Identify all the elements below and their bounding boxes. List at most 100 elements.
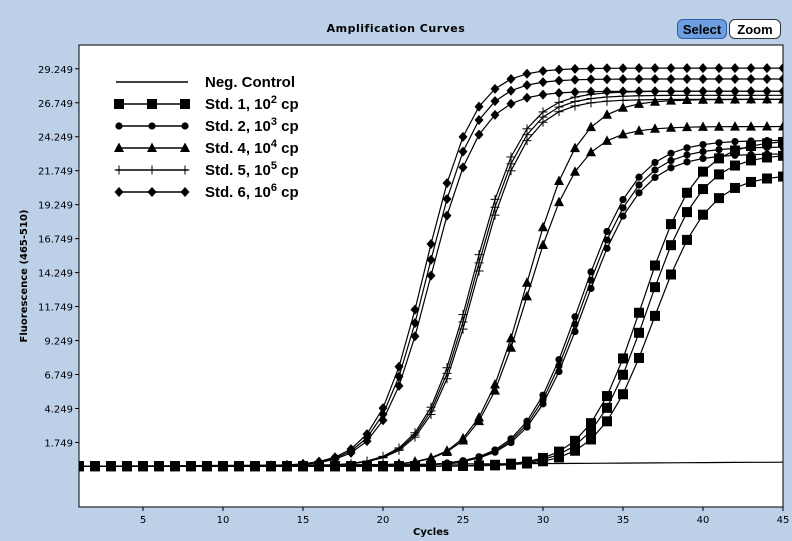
data-point: [650, 310, 660, 321]
data-point: [762, 86, 772, 97]
data-point: [635, 189, 643, 197]
data-point: [634, 352, 644, 363]
legend-label-main: Std. 6, 10: [205, 184, 271, 201]
data-point: [586, 63, 596, 74]
data-point: [539, 391, 547, 399]
x-tick-label: 40: [697, 515, 710, 526]
data-point: [459, 457, 467, 465]
data-point: [474, 129, 484, 140]
y-tick-label: 11.749: [38, 303, 73, 314]
legend-label-exponent: 6: [271, 182, 277, 194]
data-point: [522, 92, 532, 103]
legend-label-unit: cp: [277, 140, 299, 157]
data-point: [714, 63, 724, 74]
data-point: [506, 85, 516, 96]
data-point: [666, 86, 676, 97]
y-tick-label: 29.249: [38, 65, 73, 76]
data-point: [570, 63, 580, 74]
x-tick-label: 5: [140, 515, 146, 526]
data-point: [698, 73, 708, 84]
legend-label-unit: cp: [277, 184, 299, 201]
x-tick-label: 15: [297, 515, 310, 526]
data-point: [698, 121, 708, 131]
data-point: [234, 461, 244, 472]
zoom-button[interactable]: Zoom: [729, 19, 781, 39]
data-point: [730, 182, 740, 193]
data-point: [714, 193, 724, 204]
data-point: [442, 194, 452, 205]
data-point: [667, 164, 675, 172]
data-point: [570, 87, 580, 98]
data-point: [634, 74, 644, 85]
data-point: [571, 313, 579, 321]
data-point: [683, 158, 691, 166]
legend-label-main: Std. 4, 10: [205, 140, 271, 157]
data-point: [778, 171, 783, 182]
data-point: [506, 74, 516, 85]
data-point: [554, 64, 564, 75]
data-point: [666, 63, 676, 74]
data-point: [698, 86, 708, 97]
data-point: [634, 86, 644, 97]
data-point: [618, 353, 628, 364]
data-point: [538, 239, 548, 249]
data-point: [666, 219, 676, 230]
data-point: [394, 361, 404, 372]
data-point: [650, 123, 660, 133]
data-point: [762, 173, 772, 184]
data-point: [634, 327, 644, 338]
legend-marker: [181, 122, 189, 130]
data-point: [586, 425, 596, 436]
data-point: [378, 459, 388, 469]
legend-marker: [147, 142, 157, 152]
legend-label: Std. 2, 103 cp: [205, 116, 299, 135]
data-point: [698, 209, 708, 220]
data-point: [730, 160, 740, 171]
data-point: [763, 150, 771, 158]
data-point: [458, 162, 468, 173]
data-point: [522, 290, 532, 301]
data-point: [474, 101, 484, 112]
data-point: [330, 452, 340, 463]
data-point: [79, 461, 84, 472]
data-point: [426, 254, 436, 265]
data-point: [682, 187, 692, 198]
data-point: [90, 461, 100, 472]
data-point: [746, 86, 756, 97]
data-point: [650, 74, 660, 85]
data-point: [779, 143, 783, 151]
legend-label-main: Neg. Control: [205, 74, 295, 91]
y-tick-label: 4.249: [44, 404, 73, 415]
y-tick-label: 21.749: [38, 167, 73, 178]
data-point: [762, 63, 772, 74]
data-point: [650, 86, 660, 97]
y-tick-label: 26.749: [38, 99, 73, 110]
data-point: [650, 63, 660, 74]
data-point: [474, 460, 484, 471]
data-point: [699, 147, 707, 156]
data-point: [410, 331, 420, 342]
legend-label-exponent: 5: [271, 160, 277, 172]
data-point: [490, 96, 500, 107]
legend-label-unit: cp: [277, 118, 299, 135]
legend-marker: [180, 99, 190, 109]
data-point: [667, 156, 675, 165]
data-point: [170, 461, 180, 472]
y-tick-label: 16.749: [38, 235, 73, 246]
data-point: [619, 212, 627, 220]
data-point: [154, 461, 164, 472]
data-point: [426, 270, 436, 281]
data-point: [779, 150, 783, 158]
data-point: [490, 83, 500, 94]
data-point: [474, 114, 484, 125]
data-point: [746, 155, 756, 166]
select-button[interactable]: Select: [677, 19, 727, 39]
data-point: [618, 128, 628, 139]
data-point: [715, 145, 723, 154]
data-point: [746, 121, 756, 131]
data-point: [619, 196, 627, 204]
x-tick-label: 10: [217, 515, 230, 526]
data-point: [715, 152, 723, 161]
data-point: [490, 109, 500, 120]
